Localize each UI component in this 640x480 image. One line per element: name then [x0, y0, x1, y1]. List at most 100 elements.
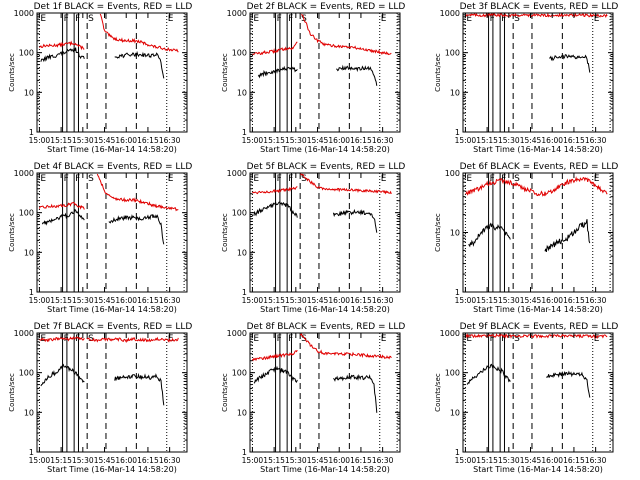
- chart-title: Det 5f BLACK = Events, RED = LLD: [247, 162, 406, 172]
- x-tick-label: 15:45: [520, 456, 542, 465]
- y-tick-label: 1000: [14, 329, 34, 338]
- y-axis-label: Counts/sec: [221, 213, 229, 252]
- x-tick-label: 16:00: [541, 456, 563, 465]
- x-tick-label: 16:15: [563, 136, 585, 145]
- x-tick-label: 15:00: [242, 456, 264, 465]
- x-tick-label: 16:00: [328, 296, 350, 305]
- plot-frame: [249, 12, 401, 133]
- y-tick-label: 100: [19, 49, 34, 58]
- x-tick-label: 16:30: [372, 296, 394, 305]
- x-tick-label: 15:45: [307, 456, 329, 465]
- x-tick-label: 16:15: [563, 456, 585, 465]
- x-tick-label: 16:15: [137, 296, 159, 305]
- event-marker-label: E: [168, 334, 174, 344]
- x-axis-label: Start Time (16-Mar-14 14:58:20): [473, 145, 603, 154]
- y-tick-label: 10: [237, 88, 247, 97]
- x-tick-label: 15:00: [29, 296, 51, 305]
- y-tick-label: 100: [445, 49, 460, 58]
- plot-frame: [462, 172, 614, 293]
- x-tick-label: 15:15: [263, 136, 285, 145]
- event-marker-label: E: [253, 174, 259, 184]
- events-series-line: [114, 372, 165, 406]
- events-series-line: [253, 201, 298, 218]
- x-axis-label: Start Time (16-Mar-14 14:58:20): [47, 465, 177, 474]
- event-marker-label: E: [594, 14, 600, 24]
- event-marker-label: S: [88, 334, 94, 344]
- y-tick-label: 100: [232, 209, 247, 218]
- event-marker-label: E: [381, 334, 387, 344]
- events-series-line: [332, 208, 378, 233]
- x-axis-label: Start Time (16-Mar-14 14:58:20): [260, 145, 390, 154]
- x-tick-label: 15:45: [520, 296, 542, 305]
- y-tick-label: 1: [29, 448, 34, 457]
- y-axis-label: Counts/sec: [221, 373, 229, 412]
- x-tick-label: 15:15: [50, 456, 72, 465]
- event-marker-label: F: [490, 334, 495, 344]
- chart-title: Det 1f BLACK = Events, RED = LLD: [34, 2, 193, 12]
- y-tick-label: 1000: [227, 329, 247, 338]
- event-marker-label: E: [253, 334, 259, 344]
- event-marker-label: F: [501, 174, 506, 184]
- x-tick-label: 15:15: [476, 136, 498, 145]
- event-marker-label: E: [168, 174, 174, 184]
- event-marker-label: F: [277, 334, 282, 344]
- event-marker-label: S: [514, 14, 520, 24]
- event-marker-label: F: [75, 174, 80, 184]
- chart-title: Det 9f BLACK = Events, RED = LLD: [460, 322, 619, 332]
- y-tick-label: 10: [24, 408, 34, 417]
- event-marker-label: F: [64, 174, 69, 184]
- events-series-line: [108, 213, 165, 245]
- x-tick-label: 15:45: [94, 136, 116, 145]
- plot-frame: [36, 12, 188, 133]
- event-marker-label: F: [75, 334, 80, 344]
- x-tick-label: 15:00: [29, 456, 51, 465]
- lld-series-line: [251, 349, 298, 362]
- event-marker-label: F: [288, 14, 293, 24]
- y-tick-label: 1: [242, 128, 247, 137]
- event-marker-label: F: [64, 14, 69, 24]
- chart-title: Det 7f BLACK = Events, RED = LLD: [34, 322, 193, 332]
- x-tick-label: 16:30: [159, 136, 181, 145]
- y-axis-label: Counts/sec: [8, 373, 16, 412]
- lld-series-line: [301, 13, 392, 56]
- x-tick-label: 15:45: [307, 296, 329, 305]
- lld-series-line: [38, 201, 85, 210]
- y-tick-label: 10: [450, 229, 460, 238]
- x-tick-label: 16:15: [563, 296, 585, 305]
- event-marker-label: E: [168, 14, 174, 24]
- x-tick-label: 15:15: [263, 456, 285, 465]
- x-tick-label: 15:00: [455, 296, 477, 305]
- y-axis-label: Counts/sec: [434, 373, 442, 412]
- x-tick-label: 15:45: [94, 456, 116, 465]
- x-tick-label: 15:30: [285, 136, 307, 145]
- x-tick-label: 15:15: [263, 296, 285, 305]
- events-series-line: [468, 222, 511, 248]
- plot-frame: [249, 332, 401, 453]
- event-marker-label: E: [253, 14, 259, 24]
- lld-series-line: [465, 176, 608, 197]
- events-series-line: [335, 64, 378, 86]
- event-marker-label: F: [277, 174, 282, 184]
- x-tick-label: 16:00: [115, 296, 137, 305]
- x-axis-label: Start Time (16-Mar-14 14:58:20): [47, 305, 177, 314]
- x-tick-label: 16:30: [585, 456, 607, 465]
- y-tick-label: 10: [24, 248, 34, 257]
- y-tick-label: 1: [455, 448, 460, 457]
- events-series-line: [544, 219, 591, 253]
- event-marker-label: F: [501, 14, 506, 24]
- x-tick-label: 15:00: [455, 136, 477, 145]
- y-tick-label: 10: [450, 408, 460, 417]
- chart-title: Det 2f BLACK = Events, RED = LLD: [247, 2, 406, 12]
- y-axis-label: Counts/sec: [221, 53, 229, 92]
- lld-series-line: [96, 173, 179, 212]
- chart-title: Det 3f BLACK = Events, RED = LLD: [460, 2, 619, 12]
- x-tick-label: 15:45: [307, 136, 329, 145]
